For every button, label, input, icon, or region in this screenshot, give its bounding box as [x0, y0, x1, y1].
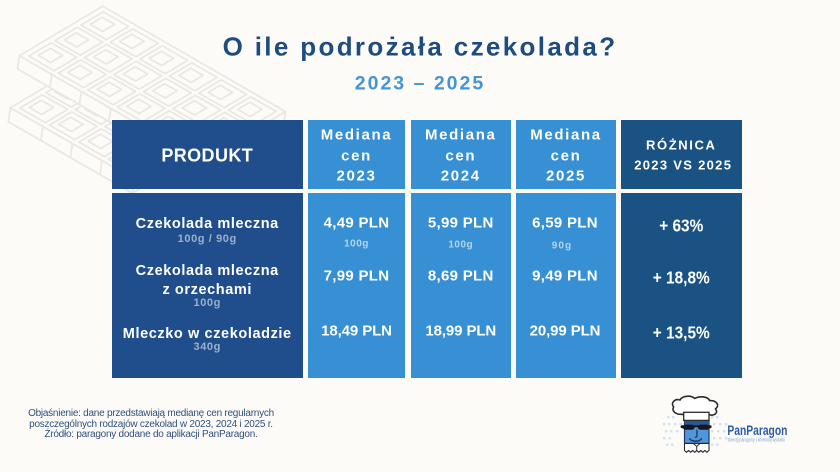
- svg-text:PanParagon: PanParagon: [727, 422, 787, 438]
- svg-text:zbieraj paragony | kontroluj w: zbieraj paragony | kontroluj wydatki: [728, 437, 785, 443]
